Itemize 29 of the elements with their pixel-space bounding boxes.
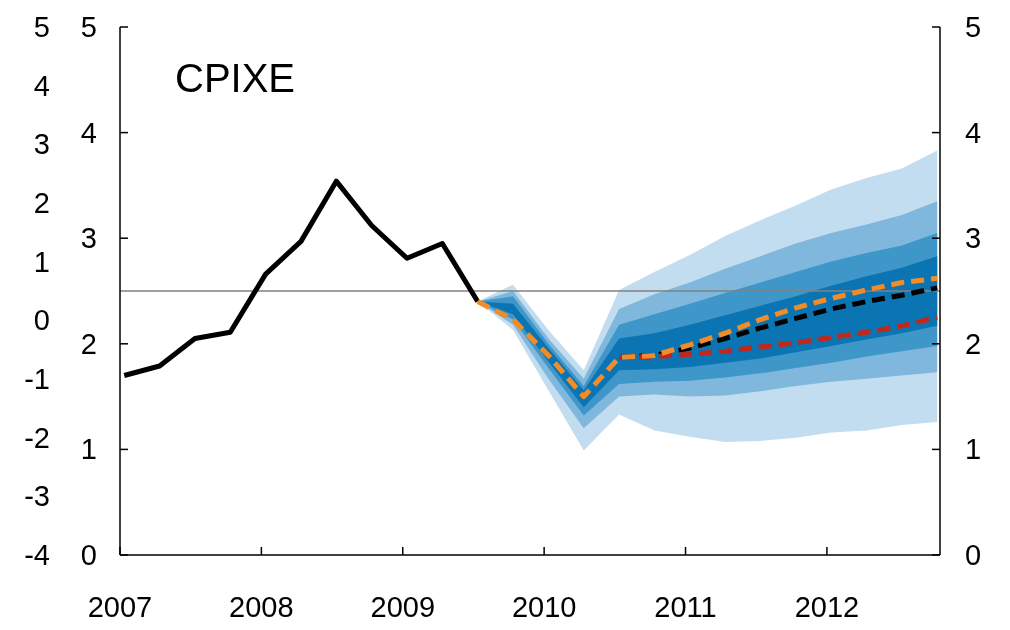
y-tick-label: 1	[80, 433, 97, 466]
x-tick-label: 2010	[511, 591, 577, 623]
x-tick-label: 2011	[654, 591, 717, 623]
y2-tick-label: 3	[965, 222, 982, 255]
y3-tick-label: 2	[33, 187, 50, 219]
x-tick-label: 2007	[87, 591, 153, 623]
y2-tick-label: 2	[965, 327, 982, 360]
y3-tick-label: 3	[33, 128, 50, 161]
y-tick-label: 0	[80, 539, 97, 571]
y3-tick-label: 5	[33, 11, 50, 43]
y2-tick-label: 0	[965, 539, 982, 571]
y3-tick-label: 0	[33, 304, 50, 337]
x-tick-label: 2012	[794, 591, 860, 623]
y3-tick-label: 1	[33, 245, 50, 278]
y-tick-label: 5	[80, 11, 97, 43]
text: CPIXE	[175, 56, 296, 100]
y-tick-label: 4	[80, 116, 97, 149]
y-tick-label: 2	[80, 327, 97, 360]
x-tick-label: 2009	[370, 591, 436, 623]
y3-tick-label: -1	[24, 363, 50, 395]
x-tick-label: 2008	[229, 591, 294, 623]
y3-tick-label: 4	[33, 69, 50, 102]
y-tick-label: 3	[80, 222, 97, 255]
y3-tick-label: -2	[24, 421, 50, 454]
y2-tick-label: 4	[965, 116, 982, 149]
y3-tick-label: -4	[24, 539, 50, 571]
y2-tick-label: 1	[965, 433, 982, 466]
y3-tick-label: -3	[24, 480, 50, 513]
y2-tick-label: 5	[965, 11, 982, 43]
